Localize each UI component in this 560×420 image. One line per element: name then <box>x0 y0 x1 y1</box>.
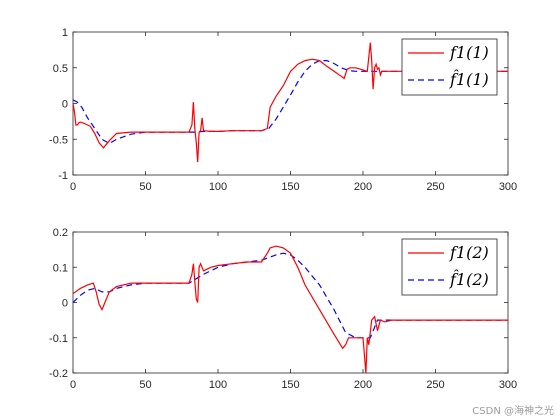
x-tick-label: 100 <box>209 379 227 391</box>
x-tick-label: 250 <box>426 181 444 193</box>
x-tick-label: 100 <box>209 181 227 193</box>
subplot-top: 0 50 100 150 200 250 300 1 0.5 0 -0.5 -1 f1(1) f̂1(1) <box>49 27 517 193</box>
x-tick-label: 300 <box>499 181 517 193</box>
x-tick-label: 50 <box>139 181 151 193</box>
x-tick-label: 150 <box>281 181 299 193</box>
y-tick-label: -0.2 <box>49 368 68 380</box>
x-tick-label: 200 <box>354 379 372 391</box>
series-line-actual <box>73 245 508 373</box>
legend-box <box>401 38 498 96</box>
x-tick-label: 150 <box>281 379 299 391</box>
subplot-bottom: 0 50 100 150 200 250 300 0.2 0.1 0 -0.1 -0.2 f1(2) f̂… <box>49 227 517 391</box>
x-tick-label: 200 <box>354 181 372 193</box>
y-tick-label: 0.2 <box>53 227 68 239</box>
legend-box <box>401 238 498 296</box>
x-tick-label: 300 <box>499 379 517 391</box>
y-tick-label: 0.5 <box>53 63 68 75</box>
legend-label: f1(2) <box>449 243 489 262</box>
y-tick-label: 0 <box>62 99 68 111</box>
x-tick-label: 250 <box>426 379 444 391</box>
x-tick-label: 0 <box>70 181 76 193</box>
legend-label: f1(1) <box>449 43 489 62</box>
y-tick-label: 1 <box>62 27 68 39</box>
legend-label: f̂1(2) <box>449 270 489 289</box>
legend-label: f̂1(1) <box>449 70 489 89</box>
y-tick-label: -0.1 <box>49 333 68 345</box>
series-line-actual <box>73 42 508 163</box>
y-tick-label: -0.5 <box>49 134 68 146</box>
y-tick-label: 0 <box>62 298 68 310</box>
x-tick-label: 0 <box>70 379 76 391</box>
y-tick-label: -1 <box>58 170 68 182</box>
watermark: CSDN @海神之光 <box>472 406 554 417</box>
x-tick-label: 50 <box>139 379 151 391</box>
y-tick-label: 0.1 <box>53 262 68 274</box>
